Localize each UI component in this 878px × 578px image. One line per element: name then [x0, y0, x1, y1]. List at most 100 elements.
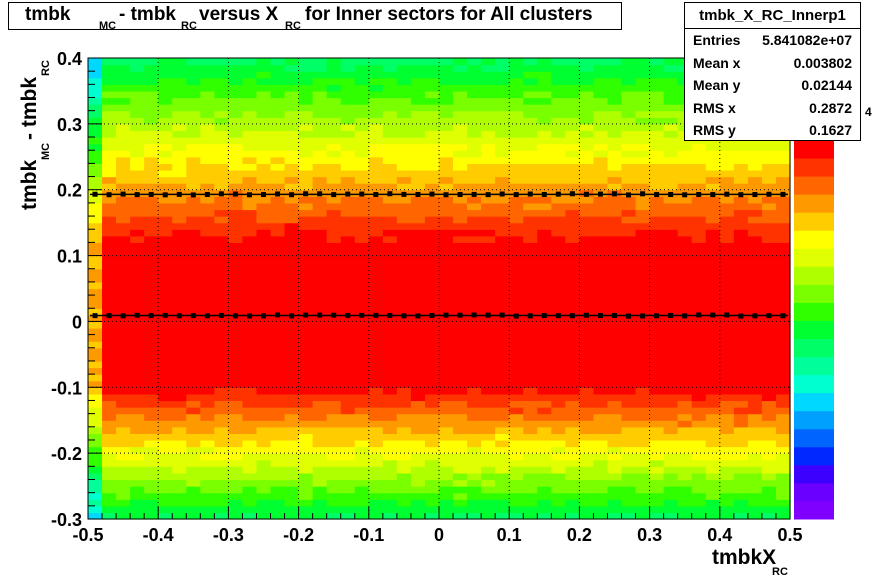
- heatmap-cell: [130, 295, 145, 303]
- heatmap-cell: [326, 341, 342, 349]
- heatmap-cell: [242, 209, 258, 217]
- profile-marker: [120, 313, 126, 319]
- heatmap-cell: [453, 216, 468, 224]
- heatmap-cell: [270, 176, 286, 184]
- heatmap-cell: [607, 459, 623, 467]
- heatmap-cell: [410, 426, 426, 434]
- heatmap-cell: [130, 505, 145, 514]
- heatmap-cell: [747, 196, 763, 204]
- heatmap-cell: [705, 367, 721, 375]
- heatmap-cell: [242, 334, 258, 342]
- profile-marker: [780, 191, 786, 197]
- heatmap-cell: [130, 486, 145, 494]
- profile-marker: [457, 192, 463, 198]
- heatmap-cell: [481, 453, 496, 461]
- heatmap-cell: [312, 77, 328, 85]
- heatmap-cell: [340, 216, 356, 224]
- heatmap-cell: [705, 308, 721, 316]
- heatmap-cell: [607, 413, 623, 421]
- heatmap-cell: [144, 150, 159, 158]
- heatmap-cell: [453, 242, 468, 250]
- heatmap-cell: [691, 407, 707, 415]
- heatmap-cell: [214, 505, 229, 514]
- heatmap-cell: [256, 123, 272, 132]
- heatmap-cell: [649, 301, 665, 309]
- heatmap-cell: [621, 472, 637, 481]
- heatmap-cell: [298, 143, 314, 151]
- heatmap-cell: [312, 163, 328, 171]
- heatmap-cell: [368, 354, 384, 362]
- heatmap-cell: [495, 143, 510, 151]
- heatmap-cell: [242, 453, 258, 461]
- heatmap-cell: [130, 328, 145, 336]
- heatmap-cell: [495, 268, 510, 276]
- heatmap-cell: [649, 275, 665, 283]
- heatmap-cell: [354, 295, 370, 303]
- heatmap-cell: [298, 459, 314, 467]
- heatmap-cell: [200, 84, 215, 92]
- heatmap-cell: [509, 393, 524, 402]
- heatmap-cell: [705, 150, 721, 158]
- heatmap-cell: [102, 512, 117, 520]
- heatmap-cell: [691, 453, 707, 461]
- heatmap-cell: [593, 341, 609, 349]
- heatmap-cell: [354, 242, 370, 250]
- heatmap-cell: [593, 248, 609, 257]
- heatmap-cell: [649, 137, 665, 145]
- heatmap-cell: [775, 380, 791, 388]
- heatmap-cell: [649, 58, 665, 66]
- heatmap-cell: [593, 334, 609, 342]
- heatmap-cell: [116, 117, 131, 125]
- heatmap-cell: [354, 229, 370, 237]
- heatmap-cell: [453, 334, 468, 342]
- heatmap-cell: [537, 492, 552, 500]
- heatmap-cell: [410, 360, 426, 369]
- heatmap-cell: [593, 472, 609, 481]
- heatmap-cell: [256, 222, 272, 230]
- heatmap-cell: [509, 439, 524, 448]
- heatmap-cell: [747, 209, 763, 217]
- heatmap-cell: [242, 104, 258, 112]
- heatmap-cell: [312, 387, 328, 395]
- heatmap-cell: [523, 466, 538, 474]
- heatmap-cell: [565, 64, 580, 72]
- heatmap-cell: [130, 143, 145, 151]
- heatmap-cell: [228, 104, 244, 112]
- heatmap-cell: [242, 176, 258, 184]
- heatmap-cell: [719, 380, 735, 388]
- heatmap-cell: [242, 84, 258, 92]
- heatmap-cell: [565, 216, 580, 224]
- heatmap-cell: [228, 275, 244, 283]
- heatmap-cell: [775, 446, 791, 454]
- heatmap-cell: [396, 512, 412, 520]
- heatmap-cell: [747, 202, 763, 211]
- heatmap-cell: [186, 367, 201, 375]
- heatmap-cell: [467, 216, 482, 224]
- heatmap-cell: [354, 328, 370, 336]
- heatmap-cell: [551, 367, 566, 375]
- heatmap-cell: [551, 387, 566, 395]
- heatmap-cell: [284, 58, 300, 66]
- heatmap-cell: [565, 393, 580, 402]
- heatmap-cell: [579, 262, 595, 270]
- heatmap-cell: [144, 472, 159, 481]
- heatmap-cell: [256, 407, 272, 415]
- heatmap-cell: [256, 360, 272, 369]
- heatmap-cell: [312, 169, 328, 178]
- heatmap-cell: [200, 196, 215, 204]
- heatmap-cell: [172, 84, 187, 92]
- profile-marker: [527, 313, 533, 319]
- heatmap-cell: [733, 459, 749, 467]
- heatmap-cell: [607, 183, 623, 191]
- heatmap-cell: [172, 360, 187, 369]
- heatmap-cell: [326, 202, 342, 211]
- heatmap-cell: [116, 439, 131, 448]
- heatmap-cell: [705, 235, 721, 243]
- heatmap-cell: [424, 176, 440, 184]
- heatmap-cell: [719, 176, 735, 184]
- profile-marker: [724, 191, 730, 197]
- heatmap-cell: [200, 407, 215, 415]
- heatmap-cell: [270, 347, 286, 355]
- heatmap-cell: [368, 367, 384, 375]
- heatmap-cell: [256, 183, 272, 191]
